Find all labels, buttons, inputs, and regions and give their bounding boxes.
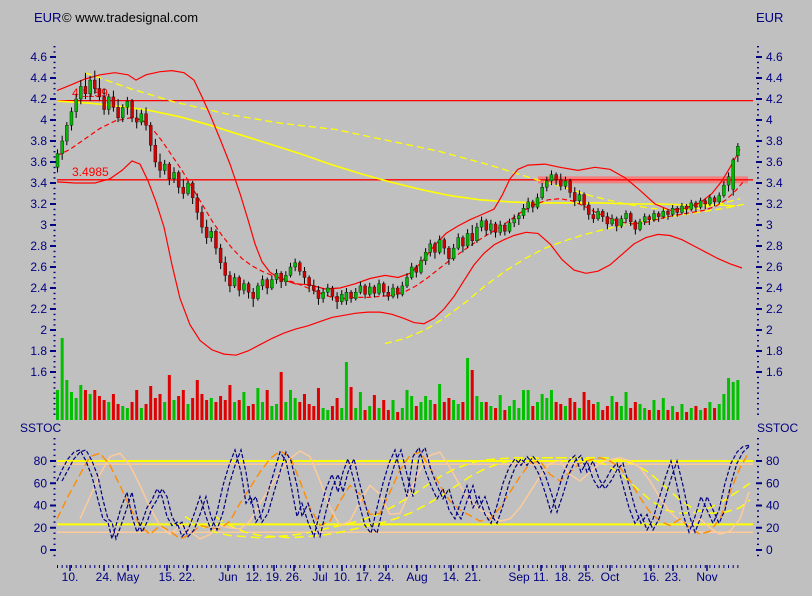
x-axis-date-label: 15. bbox=[159, 570, 176, 584]
sstoc-axis-tick-label-left: 60 bbox=[34, 476, 48, 490]
price-axis-tick-label-right: 2.2 bbox=[766, 302, 783, 316]
price-axis-tick-label-left: 2.6 bbox=[30, 260, 47, 274]
sstoc-axis-tick-label-right: 60 bbox=[766, 476, 780, 490]
horizontal-price-lines bbox=[57, 99, 753, 181]
stoch-slowest-d bbox=[214, 456, 751, 539]
price-axis-tick-label-right: 2 bbox=[766, 323, 773, 337]
sstoc-axis-tick-label-right: 0 bbox=[766, 543, 773, 557]
sstoc-axis-tick-label-left: 80 bbox=[34, 454, 48, 468]
price-plot-area[interactable] bbox=[57, 46, 748, 420]
copyright-text: © www.tradesignal.com bbox=[62, 10, 199, 25]
stoch-slow-k bbox=[56, 450, 750, 540]
bollinger-lower bbox=[56, 160, 743, 356]
price-axis-tick-label-left: 1.8 bbox=[30, 344, 47, 358]
sstoc-panel-label-left: SSTOC bbox=[20, 421, 62, 435]
x-axis-date-label: 24. bbox=[96, 570, 113, 584]
price-axis-tick-label-left: 4.6 bbox=[30, 50, 47, 64]
stoch-fast-k bbox=[56, 444, 750, 542]
x-axis-date-label: 21. bbox=[465, 570, 482, 584]
price-axis-tick-label-right: 4.6 bbox=[766, 50, 783, 64]
hline-label-lower: 3.4985 bbox=[72, 165, 109, 179]
x-axis-date-label: Oct bbox=[601, 570, 620, 584]
x-axis-date-label: 12. bbox=[246, 570, 263, 584]
price-axis-tick-label-right: 2.6 bbox=[766, 260, 783, 274]
x-axis-date-label: 17. bbox=[356, 570, 373, 584]
sstoc-panel-label-right: SSTOC bbox=[757, 421, 799, 435]
ma-long-yellow bbox=[56, 100, 736, 207]
volume-bars bbox=[56, 338, 740, 420]
price-axis-tick-label-right: 3.2 bbox=[766, 197, 783, 211]
price-axis-tick-label-left: 3.6 bbox=[30, 155, 47, 169]
stoch-slowest-k bbox=[184, 456, 751, 539]
price-axis-unit-left: EUR bbox=[34, 10, 62, 25]
price-axis-tick-label-left: 3 bbox=[40, 218, 47, 232]
price-axis-tick-label-left: 4.2 bbox=[30, 92, 47, 106]
sstoc-axis-tick-label-right: 80 bbox=[766, 454, 780, 468]
price-axis-tick-label-right: 3.6 bbox=[766, 155, 783, 169]
x-axis-date-label: Aug bbox=[406, 570, 427, 584]
stoch-fast-d bbox=[61, 446, 750, 541]
price-axis-tick-label-right: 4.4 bbox=[766, 71, 783, 85]
price-axis-tick-label-left: 1.6 bbox=[30, 365, 47, 379]
x-axis-date-label: 25. bbox=[578, 570, 595, 584]
x-axis-date-label: Jul bbox=[312, 570, 327, 584]
price-axis-tick-label-left: 3.8 bbox=[30, 134, 47, 148]
price-axis-tick-label-left: 4.4 bbox=[30, 71, 47, 85]
x-axis-date-label: 10. bbox=[334, 570, 351, 584]
x-axis-date-label: 16. bbox=[643, 570, 660, 584]
price-axis-unit-right: EUR bbox=[756, 10, 784, 25]
x-axis-date-label: 11. bbox=[533, 570, 549, 584]
x-axis: 10. 24. May 15. 22. Jun 12. 19. 26. Jul 10. 17. 24. A… bbox=[57, 565, 739, 584]
sstoc-series bbox=[56, 444, 751, 542]
sstoc-axis-tick-label-left: 20 bbox=[34, 521, 48, 535]
price-axis-tick-label-right: 1.6 bbox=[766, 365, 783, 379]
price-axis-tick-label-right: 3 bbox=[766, 218, 773, 232]
x-axis-date-label: 22. bbox=[179, 570, 196, 584]
sstoc-axis-tick-label-left: 40 bbox=[34, 499, 48, 513]
sstoc-plot-area[interactable] bbox=[57, 436, 748, 560]
x-axis-date-label: Jun bbox=[218, 570, 237, 584]
price-axis-tick-label-left: 2.2 bbox=[30, 302, 47, 316]
x-axis-date-label: Nov bbox=[696, 570, 717, 584]
x-axis-date-label: 19. bbox=[266, 570, 283, 584]
x-axis-date-label: 18. bbox=[555, 570, 572, 584]
price-axis-tick-label-left: 3.4 bbox=[30, 176, 47, 190]
x-axis-date-label: May bbox=[117, 570, 140, 584]
price-axis-tick-label-left: 2.4 bbox=[30, 281, 47, 295]
bollinger-upper bbox=[56, 69, 741, 290]
sstoc-axis-tick-label-right: 20 bbox=[766, 521, 780, 535]
sstoc-axis-tick-label-right: 40 bbox=[766, 499, 780, 513]
sstoc-axis-tick-label-left: 0 bbox=[40, 543, 47, 557]
price-axis-tick-label-left: 3.2 bbox=[30, 197, 47, 211]
price-axis-tick-label-left: 2 bbox=[40, 323, 47, 337]
x-axis-date-label: 23. bbox=[665, 570, 682, 584]
candlesticks bbox=[55, 70, 740, 309]
price-axis-tick-label-right: 1.8 bbox=[766, 344, 783, 358]
price-axis-tick-label-right: 3.8 bbox=[766, 134, 783, 148]
x-axis-date-label: Sep bbox=[508, 570, 530, 584]
price-axis-tick-label-right: 3.4 bbox=[766, 176, 783, 190]
price-axis-tick-label-right: 2.8 bbox=[766, 239, 783, 253]
x-axis-date-label: 24. bbox=[378, 570, 395, 584]
price-axis-tick-label-left: 4 bbox=[40, 113, 47, 127]
x-axis-date-label: 26. bbox=[286, 570, 303, 584]
price-axis-tick-label-right: 2.4 bbox=[766, 281, 783, 295]
axes: 4.6 4.6 4.4 4.4 4.2 4.2 4 4 3.8 3.8 3.6 3.6 3.4 3.4 3.… bbox=[30, 46, 783, 557]
x-axis-date-label: 10. bbox=[62, 570, 79, 584]
price-axis-tick-label-left: 2.8 bbox=[30, 239, 47, 253]
price-axis-tick-label-right: 4.2 bbox=[766, 92, 783, 106]
ma-yellow-dashed-lower bbox=[384, 203, 746, 345]
x-axis-date-label: 14. bbox=[443, 570, 460, 584]
price-axis-tick-label-right: 4 bbox=[766, 113, 773, 127]
